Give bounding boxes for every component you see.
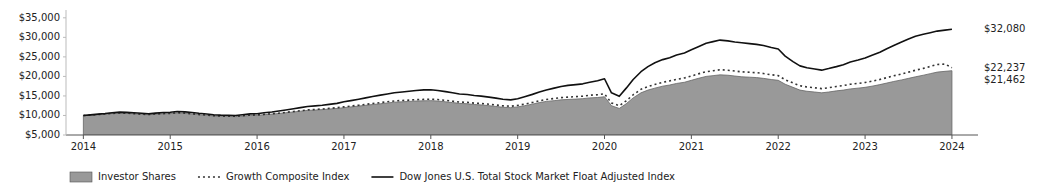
y-tick — [63, 115, 66, 116]
x-tick-label: 2021 — [679, 141, 704, 152]
x-axis-line — [66, 135, 978, 136]
chart: 2014 2015 2016 2017 2018 2019 2020 2021 2022 2023… — [0, 0, 1048, 191]
legend-label: Dow Jones U.S. Total Stock Market Float … — [399, 171, 675, 182]
x-tick — [170, 135, 171, 139]
legend: Investor Shares Growth Composite Index Dow… — [70, 171, 675, 182]
y-tick-label: $5,000 — [25, 129, 60, 140]
x-tick-label: 2022 — [766, 141, 791, 152]
x-tick-label: 2015 — [158, 141, 183, 152]
y-tick — [63, 76, 66, 77]
x-tick — [430, 135, 431, 139]
x-tick-label: 2017 — [331, 141, 356, 152]
line-series — [83, 64, 952, 116]
y-tick — [63, 56, 66, 57]
line-series — [83, 29, 952, 115]
legend-swatch — [371, 176, 393, 178]
y-tick-label: $10,000 — [19, 109, 60, 120]
x-tick — [343, 135, 344, 139]
y-tick — [63, 95, 66, 96]
x-tick — [865, 135, 866, 139]
x-tick-label: 2014 — [71, 141, 96, 152]
x-tick — [257, 135, 258, 139]
x-tick — [83, 135, 84, 139]
y-tick-label: $35,000 — [19, 12, 60, 23]
y-tick-label: $25,000 — [19, 51, 60, 62]
plot-area — [83, 29, 952, 135]
x-tick — [517, 135, 518, 139]
axes: 2014 2015 2016 2017 2018 2019 2020 2021 2022 2023… — [19, 10, 978, 152]
legend-item: Growth Composite Index — [198, 171, 350, 182]
legend-item: Investor Shares — [70, 171, 176, 182]
x-tick-label: 2019 — [505, 141, 530, 152]
x-tick-label: 2024 — [939, 141, 964, 152]
y-tick-label: $15,000 — [19, 90, 60, 101]
end-label: $22,237 — [984, 62, 1025, 73]
end-label: $32,080 — [984, 23, 1025, 34]
legend-label: Investor Shares — [98, 171, 176, 182]
y-tick — [63, 37, 66, 38]
x-tick — [951, 135, 952, 139]
annotations: $32,080 $22,237$21,462 — [984, 23, 1025, 84]
x-tick-label: 2018 — [418, 141, 443, 152]
y-tick — [63, 135, 66, 136]
x-tick — [604, 135, 605, 139]
y-tick-label: $20,000 — [19, 70, 60, 81]
legend-swatch — [198, 176, 220, 178]
y-axis-line — [66, 10, 67, 135]
end-label: $21,462 — [984, 74, 1025, 85]
legend-label: Growth Composite Index — [226, 171, 350, 182]
x-tick — [691, 135, 692, 139]
area-series — [83, 71, 952, 135]
y-tick-label: $30,000 — [19, 31, 60, 42]
x-tick-label: 2016 — [244, 141, 269, 152]
legend-swatch — [70, 172, 92, 182]
x-tick-label: 2020 — [592, 141, 617, 152]
y-tick — [63, 17, 66, 18]
x-tick-label: 2023 — [852, 141, 877, 152]
x-tick — [778, 135, 779, 139]
background — [0, 0, 1048, 191]
legend-item: Dow Jones U.S. Total Stock Market Float … — [371, 171, 675, 182]
